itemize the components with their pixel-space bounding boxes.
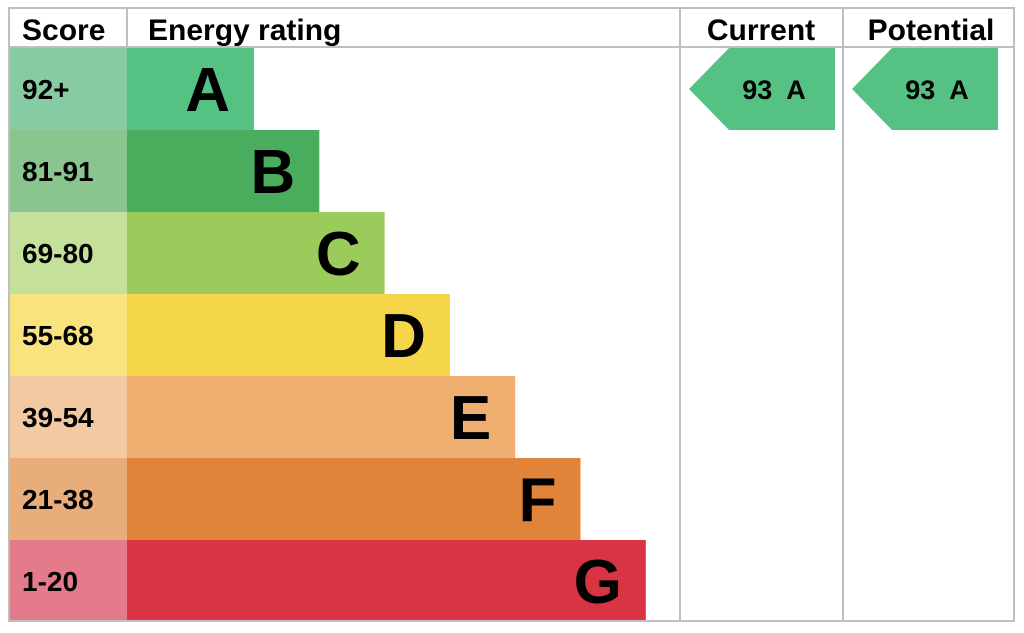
rating-bar-e bbox=[127, 376, 516, 458]
band-row-f: 21-38 F bbox=[9, 458, 581, 540]
energy-rating-column-header: Energy rating bbox=[148, 14, 341, 47]
rating-bar-b bbox=[127, 130, 320, 212]
current-indicator-arrow bbox=[689, 48, 835, 130]
band-row-d: 55-68 D bbox=[9, 294, 450, 376]
rating-letter-label: B bbox=[251, 138, 296, 207]
potential-rating-indicator: 93 A bbox=[852, 48, 998, 130]
rating-bands: 92+ A 81-91 B 69-80 C 55-68 D 39-54 E 21-38 F 1-20 G bbox=[9, 48, 646, 622]
score-range-label: 21-38 bbox=[22, 484, 94, 515]
band-row-e: 39-54 E bbox=[9, 376, 516, 458]
potential-column-header: Potential bbox=[868, 14, 995, 47]
rating-indicators: 93 A 93 A bbox=[689, 48, 998, 130]
rating-bar-a bbox=[127, 48, 254, 130]
score-column-header: Score bbox=[22, 14, 105, 47]
band-row-a: 92+ A bbox=[9, 48, 254, 130]
score-range-label: 69-80 bbox=[22, 238, 94, 269]
potential-indicator-arrow bbox=[852, 48, 998, 130]
rating-letter-label: A bbox=[185, 56, 230, 125]
rating-letter-label: D bbox=[381, 302, 426, 371]
score-cell-c bbox=[9, 212, 127, 294]
band-row-b: 81-91 B bbox=[9, 130, 320, 212]
rating-bar-c bbox=[127, 212, 385, 294]
table-grid bbox=[8, 7, 1015, 622]
rating-letter-label: C bbox=[316, 220, 361, 289]
rating-letter-label: F bbox=[519, 466, 557, 535]
rating-bar-f bbox=[127, 458, 581, 540]
rating-bar-g bbox=[127, 540, 646, 622]
score-cell-d bbox=[9, 294, 127, 376]
current-indicator-label: 93 A bbox=[742, 75, 806, 105]
score-cell-b bbox=[9, 130, 127, 212]
rating-letter-label: E bbox=[450, 384, 491, 453]
score-range-label: 55-68 bbox=[22, 320, 94, 351]
potential-indicator-label: 93 A bbox=[905, 75, 969, 105]
band-row-c: 69-80 C bbox=[9, 212, 385, 294]
score-range-label: 92+ bbox=[22, 74, 70, 105]
score-range-label: 81-91 bbox=[22, 156, 94, 187]
rating-letter-label: G bbox=[574, 548, 622, 617]
current-column-header: Current bbox=[707, 14, 815, 47]
score-range-label: 1-20 bbox=[22, 566, 78, 597]
score-cell-a bbox=[9, 48, 127, 130]
score-cell-f bbox=[9, 458, 127, 540]
score-cell-e bbox=[9, 376, 127, 458]
score-cell-g bbox=[9, 540, 127, 622]
score-range-label: 39-54 bbox=[22, 402, 94, 433]
band-row-g: 1-20 G bbox=[9, 540, 646, 622]
rating-bar-d bbox=[127, 294, 450, 376]
current-rating-indicator: 93 A bbox=[689, 48, 835, 130]
